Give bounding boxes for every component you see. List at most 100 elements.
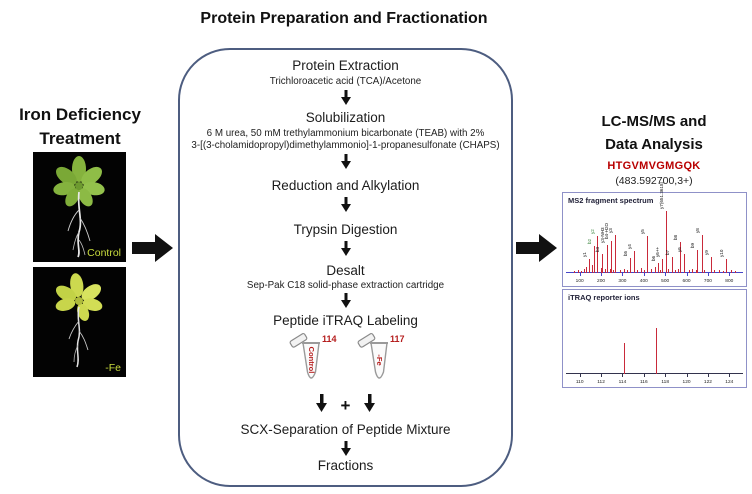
peak-annotation: y1 — [581, 252, 587, 257]
tube-117-minus-fe: 117 -Fe — [354, 330, 406, 397]
axis-tick-label: 118 — [661, 380, 670, 385]
spectrum-peak — [671, 257, 673, 273]
noise-peak — [586, 266, 588, 273]
spectrum-peak — [593, 246, 595, 273]
spectrum-peak — [662, 258, 664, 273]
noise-peak — [574, 271, 576, 273]
noise-peak — [719, 270, 721, 273]
axis-tick — [579, 273, 581, 276]
noise-peak — [668, 269, 670, 273]
noise-peak — [651, 269, 653, 273]
precursor-mz: (483.592700,3+) — [615, 175, 693, 187]
peptide-sequence: HTGVMVGMGQK — [607, 160, 701, 172]
peak-annotation: b2 — [586, 239, 592, 245]
itraq-reporter-plot: 110 112 114 116 118 120 122 124 — [563, 290, 746, 387]
peak-annotation: y4 — [626, 244, 632, 250]
noise-peak — [692, 269, 694, 273]
step-scx-separation: SCX-Separation of Peptide Mixture — [240, 422, 451, 437]
spectrum-peak — [701, 234, 703, 273]
itraq-reporter-panel: iTRAQ reporter ions 110 112 114 116 118 120 12… — [562, 289, 747, 388]
flow-box: Protein Extraction Trichloroacetic acid … — [178, 48, 513, 487]
tube-114-control: 114 Control — [286, 330, 338, 397]
right-title-line2: Data Analysis — [605, 136, 703, 153]
peak-annotation: y7(651.3618) — [658, 181, 664, 209]
minus-fe-label: -Fe — [105, 362, 121, 374]
down-arrow-icon — [340, 293, 352, 313]
peak-annotation: b5 — [622, 250, 628, 256]
axis-tick — [579, 374, 581, 377]
noise-peak — [580, 271, 582, 273]
spectrum-peak — [623, 343, 625, 374]
down-arrow-icon — [340, 90, 352, 110]
spectrum-peak — [597, 235, 599, 273]
down-arrow-icon — [363, 394, 376, 417]
noise-peak — [714, 269, 716, 273]
noise-peak — [678, 268, 680, 273]
noise-peak — [584, 269, 586, 273]
axis-tick-label: 120 — [682, 380, 691, 385]
axis-tick — [686, 374, 688, 377]
noise-peak — [688, 270, 690, 273]
noise-peak — [704, 270, 706, 273]
noise-peak — [637, 269, 639, 273]
axis-tick-label: 122 — [703, 380, 712, 385]
noise-peak — [610, 268, 612, 273]
spectrum-peak — [602, 253, 604, 273]
tube-content-label-fe: -Fe — [375, 354, 384, 365]
axis-tick-label: 600 — [682, 279, 691, 284]
plant-photo-fe-deficient: -Fe — [33, 267, 126, 377]
peak-annotation: y3 — [608, 227, 614, 233]
ms2-spectrum-plot: 100 200 300 400 500 600 700 800 y1 b2 y2 b3 y3-NH3 b4… — [563, 182, 746, 286]
step-solubilization: Solubilization — [305, 110, 386, 125]
spectrum-peak — [610, 241, 612, 273]
combine-row: + — [180, 394, 511, 417]
peak-annotation: y6 — [677, 246, 683, 252]
spectrum-peak — [655, 327, 657, 374]
spectrum-peak — [633, 251, 635, 273]
peak-annotation: y5 — [639, 229, 645, 234]
peak-annotation: b9 — [690, 242, 696, 248]
axis-tick — [729, 374, 731, 377]
down-arrow-icon — [340, 197, 352, 217]
axis-tick-label: 112 — [597, 380, 605, 385]
control-label: Control — [87, 247, 121, 259]
peak-annotation: y2 — [590, 229, 596, 234]
itraq-panel-title: iTRAQ reporter ions — [568, 293, 640, 302]
noise-peak — [644, 270, 646, 273]
step-fractions: Fractions — [317, 458, 374, 473]
noise-peak — [722, 271, 724, 273]
step-desalt: Desalt — [326, 263, 365, 278]
noise-peak — [675, 269, 677, 273]
down-arrow-icon — [315, 394, 328, 417]
spectrum-peak — [726, 258, 728, 273]
left-title-line2: Treatment — [39, 129, 121, 148]
step-itraq-labeling: Peptide iTRAQ Labeling — [273, 313, 418, 328]
plus-icon: + — [340, 395, 351, 415]
figure-title: Protein Preparation and Fractionation — [200, 10, 488, 27]
spectrum-peak — [710, 257, 712, 273]
peak-annotation: b3 — [595, 246, 601, 252]
axis-tick-label: 114 — [618, 380, 627, 385]
axis-tick-label: 300 — [618, 279, 627, 284]
step-protein-extraction: Protein Extraction — [292, 58, 399, 73]
axis-tick-label: 500 — [661, 279, 670, 284]
noise-peak — [592, 265, 594, 273]
noise-peak — [577, 269, 579, 273]
spectrum-peak — [697, 249, 699, 273]
axis-tick — [622, 273, 624, 276]
down-arrow-icon — [340, 241, 352, 261]
noise-peak — [640, 267, 642, 273]
peak-annotation: y8 — [694, 227, 700, 233]
axis-tick-label: 100 — [575, 279, 584, 284]
axis-tick — [665, 374, 667, 377]
x-axis — [566, 373, 743, 374]
noise-peak — [695, 269, 697, 273]
peak-annotation: b7 — [664, 249, 670, 255]
axis-tick — [707, 374, 709, 377]
noise-peak — [601, 267, 603, 273]
tube-tag-114: 114 — [322, 334, 337, 344]
right-section-title: LC-MS/MS and Data Analysis — [560, 110, 748, 156]
spectrum-peak — [629, 257, 631, 273]
axis-tick — [643, 374, 645, 377]
